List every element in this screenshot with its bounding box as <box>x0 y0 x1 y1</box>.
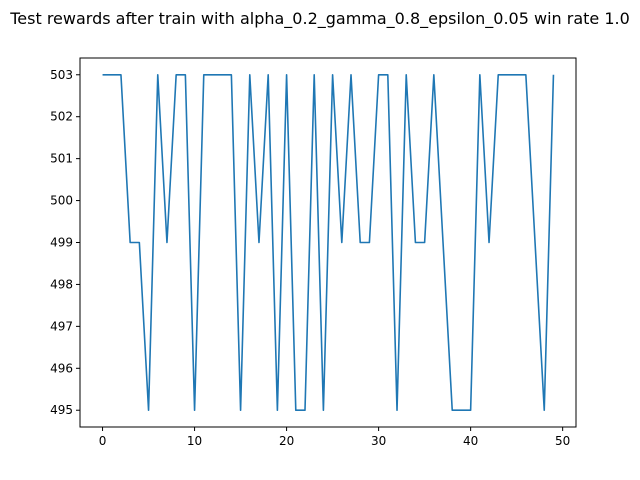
x-tick-label: 10 <box>187 434 202 448</box>
x-tick-label: 30 <box>371 434 386 448</box>
y-tick-label: 503 <box>50 68 73 82</box>
y-tick-label: 497 <box>50 319 73 333</box>
series-line-0 <box>102 73 555 412</box>
y-tick-label: 499 <box>50 236 73 250</box>
y-tick-label: 501 <box>50 152 73 166</box>
y-tick-label: 495 <box>50 403 73 417</box>
plot-area <box>102 73 555 412</box>
x-tick-label: 50 <box>555 434 570 448</box>
chart-title: Test rewards after train with alpha_0.2_… <box>9 9 630 29</box>
axes-frame <box>79 57 577 428</box>
y-axis: 495 496 497 498 499 500 501 502 503 <box>50 68 80 417</box>
y-tick-label: 498 <box>50 277 73 291</box>
x-tick-label: 20 <box>279 434 294 448</box>
x-tick-label: 40 <box>463 434 478 448</box>
x-tick-label: 0 <box>99 434 107 448</box>
y-tick-label: 496 <box>50 361 73 375</box>
y-tick-label: 502 <box>50 110 73 124</box>
x-axis: 0 10 20 30 40 50 <box>99 427 570 448</box>
y-tick-label: 500 <box>50 194 73 208</box>
